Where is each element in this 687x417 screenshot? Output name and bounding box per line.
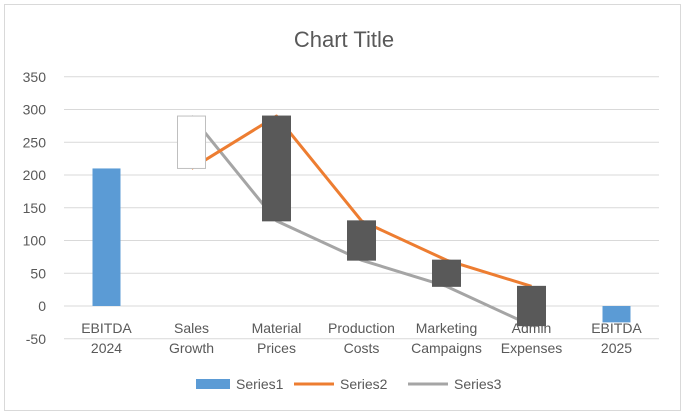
x-tick-label: EBITDA bbox=[591, 320, 642, 336]
series1-bars bbox=[92, 168, 631, 323]
down-bar bbox=[347, 220, 376, 261]
down-bar bbox=[517, 285, 546, 327]
x-tick-label: Marketing bbox=[416, 320, 477, 336]
series1-bar bbox=[602, 306, 631, 323]
y-tick-label: 350 bbox=[23, 69, 47, 85]
legend-label-series3: Series3 bbox=[454, 376, 502, 392]
x-tick-label: 2024 bbox=[91, 340, 122, 356]
y-tick-label: 100 bbox=[23, 233, 47, 249]
legend-label-series1: Series1 bbox=[236, 376, 284, 392]
y-tick-label: 0 bbox=[38, 298, 46, 314]
x-tick-label: Production bbox=[328, 320, 395, 336]
x-tick-label: EBITDA bbox=[81, 320, 132, 336]
x-tick-label: Material bbox=[252, 320, 302, 336]
legend: Series1 Series2 Series3 bbox=[196, 376, 502, 392]
gridlines bbox=[64, 76, 659, 340]
y-tick-label: 50 bbox=[30, 265, 46, 281]
y-tick-label: 200 bbox=[23, 167, 47, 183]
x-tick-label: Growth bbox=[169, 340, 214, 356]
x-tick-label: Prices bbox=[257, 340, 296, 356]
x-tick-label: Sales bbox=[174, 320, 209, 336]
x-axis-labels: EBITDA 2024 Sales Growth Material Prices Produ… bbox=[81, 320, 642, 356]
x-tick-label: 2025 bbox=[601, 340, 632, 356]
x-tick-label: Admin bbox=[512, 320, 552, 336]
x-tick-label: Expenses bbox=[501, 340, 562, 356]
down-bar bbox=[262, 115, 291, 222]
y-tick-label: -50 bbox=[26, 331, 46, 347]
y-axis-labels: -50 0 50 100 150 200 250 300 350 bbox=[23, 69, 47, 347]
x-tick-label: Costs bbox=[344, 340, 380, 356]
y-tick-label: 250 bbox=[23, 134, 47, 150]
up-down-bars bbox=[177, 115, 546, 327]
up-bar bbox=[177, 115, 206, 169]
legend-swatch-series1 bbox=[196, 379, 230, 389]
legend-label-series2: Series2 bbox=[340, 376, 388, 392]
y-tick-label: 300 bbox=[23, 102, 47, 118]
chart-title: Chart Title bbox=[294, 27, 394, 52]
series1-bar bbox=[92, 168, 121, 306]
x-tick-label: Campaigns bbox=[411, 340, 482, 356]
y-tick-label: 150 bbox=[23, 200, 47, 216]
down-bar bbox=[432, 259, 461, 287]
